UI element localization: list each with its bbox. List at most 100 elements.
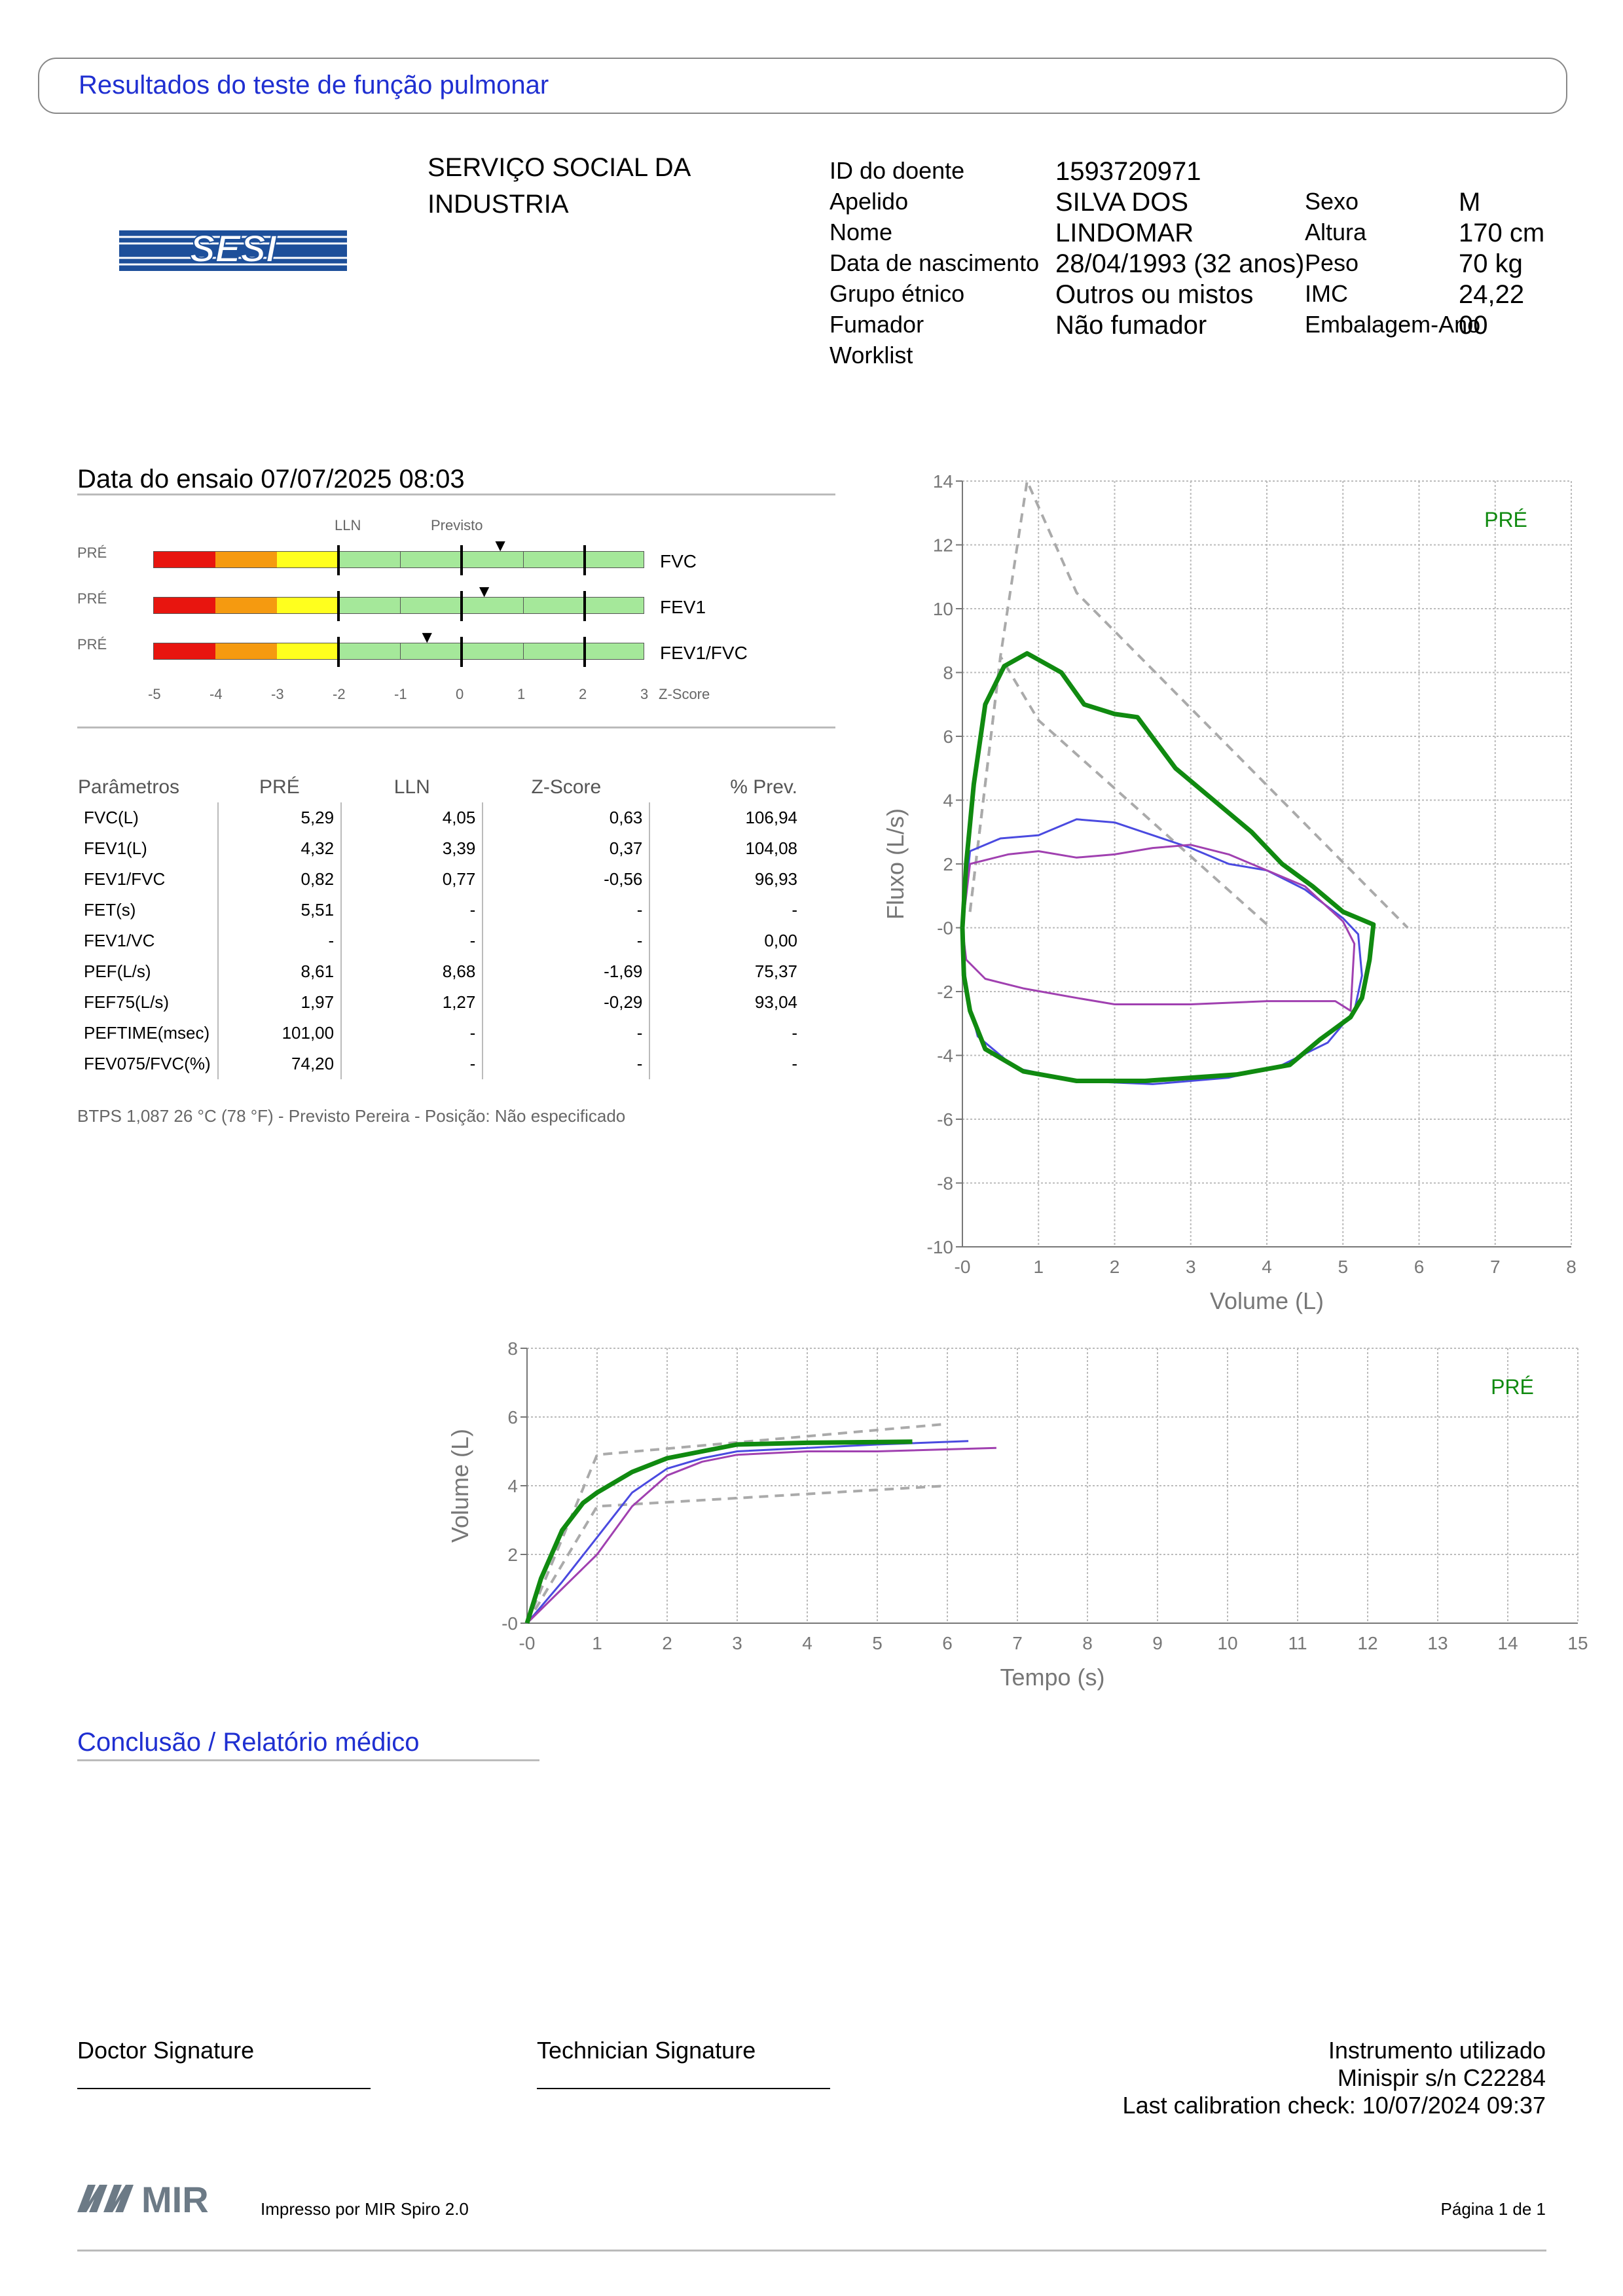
worklist-label: Worklist — [830, 342, 913, 368]
y-tick-label: 6 — [943, 726, 953, 747]
y-tick-label: -0 — [501, 1613, 518, 1634]
x-tick-label: 4 — [1262, 1257, 1272, 1277]
column-header: PRÉ — [259, 776, 300, 798]
technician-signature-label: Technician Signature — [537, 2037, 756, 2064]
zscore-tick: 2 — [579, 686, 587, 702]
x-tick-label: 11 — [1288, 1633, 1307, 1653]
x-tick-label: 3 — [1186, 1257, 1196, 1277]
parameter-value: 3,39 — [340, 833, 483, 864]
zscore-tick: 1 — [517, 686, 526, 702]
instrument-info: Instrumento utilizado Minispir s/n C2228… — [1123, 2037, 1546, 2119]
name-label: Nome — [830, 219, 893, 245]
bar-tag: PRÉ — [77, 590, 107, 607]
y-tick-label: -2 — [937, 982, 953, 1002]
zscore-tick: 3 — [640, 686, 649, 702]
doctor-signature-label: Doctor Signature — [77, 2037, 255, 2064]
table-row: FVC(L) 5,29 4,05 0,63 106,94 — [77, 802, 804, 833]
table-row: FEV1/VC - - -0,00 — [77, 925, 804, 956]
y-tick-label: 2 — [507, 1545, 518, 1565]
divider — [77, 493, 835, 495]
parameter-name: FEV075/FVC(%) — [84, 1054, 211, 1073]
parameter-value: - — [482, 925, 650, 956]
x-tick-label: -0 — [519, 1633, 536, 1653]
divider — [77, 1759, 539, 1761]
series-line-2 — [961, 818, 1363, 1085]
surname: SILVA DOS — [1055, 188, 1189, 217]
column-header: Parâmetros — [78, 776, 180, 798]
zscore-panel: LLN Previsto PRÉ ▼ FVC PRÉ ▼ FEV1 PRÉ ▼ … — [77, 511, 835, 713]
x-axis-label: Tempo (s) — [1000, 1664, 1104, 1691]
parameter-value: 104,08 — [649, 833, 804, 864]
y-tick-label: 6 — [507, 1407, 518, 1427]
surname-label: Apelido — [830, 188, 909, 215]
y-tick-label: 14 — [933, 471, 953, 492]
parameter-value: - — [340, 1018, 483, 1049]
x-tick-label: 1 — [1033, 1257, 1044, 1277]
zscore-axis-label: Z-Score — [659, 686, 710, 702]
x-tick-label: 3 — [732, 1633, 742, 1653]
parameter-value: 8,61 — [217, 956, 342, 987]
parameter-value: - — [482, 1018, 650, 1049]
zscore-bar-fvc — [153, 545, 644, 575]
parameter-value: 101,00 — [217, 1018, 342, 1049]
zscore-divider — [460, 637, 463, 667]
table-row: FEF75(L/s) 1,97 1,27 -0,29 93,04 — [77, 987, 804, 1018]
column-header: LLN — [393, 776, 430, 798]
series-line-4 — [960, 651, 1376, 1083]
y-axis-label: Fluxo (L/s) — [882, 808, 909, 920]
sesi-logo: SESI — [119, 227, 347, 271]
sex-label: Sexo — [1305, 188, 1359, 215]
zscore-divider — [400, 598, 401, 613]
conclusion-title: Conclusão / Relatório médico — [77, 1728, 420, 1757]
svg-text:SESI: SESI — [190, 230, 278, 270]
parameter-value: 96,93 — [649, 864, 804, 895]
parameter-value: 5,51 — [217, 895, 342, 925]
table-row: FEV075/FVC(%) 74,20- - - — [77, 1049, 804, 1079]
patient-id-label: ID do doente — [830, 157, 965, 184]
parameter-name: PEF(L/s) — [84, 961, 151, 981]
zscore-bar-fev1 — [153, 591, 644, 621]
x-tick-label: 1 — [592, 1633, 602, 1653]
parameter-value: - — [340, 1049, 483, 1079]
bar-tag: PRÉ — [77, 545, 107, 561]
patient-id: 1593720971 — [1055, 157, 1201, 186]
printed-by: Impresso por MIR Spiro 2.0 — [261, 2199, 469, 2219]
zscore-tick: -3 — [271, 686, 284, 702]
dob: 28/04/1993 (32 anos) — [1055, 249, 1305, 278]
parameter-value: - — [649, 1018, 804, 1049]
zscore-divider — [583, 591, 586, 621]
parameter-value: 1,27 — [340, 987, 483, 1018]
series-line-3 — [961, 844, 1356, 1012]
zscore-divider — [583, 637, 586, 667]
x-tick-label: 7 — [1490, 1257, 1501, 1277]
zscore-divider — [583, 545, 586, 575]
parameter-name: FEV1(L) — [84, 838, 147, 858]
packyears: 00 — [1459, 311, 1488, 340]
y-tick-label: -10 — [927, 1237, 953, 1257]
parameter-value: 4,05 — [340, 802, 483, 833]
test-date: Data do ensaio 07/07/2025 08:03 — [77, 465, 465, 493]
bmi-label: IMC — [1305, 280, 1348, 307]
x-tick-label: 7 — [1012, 1633, 1023, 1653]
zscore-divider — [523, 552, 524, 567]
y-tick-label: -4 — [937, 1046, 953, 1066]
y-tick-label: 12 — [933, 535, 953, 556]
y-axis-label: Volume (L) — [447, 1429, 473, 1543]
parameter-name: FVC(L) — [84, 808, 139, 827]
y-tick-label: 10 — [933, 599, 953, 619]
parameter-value: 0,63 — [482, 802, 650, 833]
table-header-row: Parâmetros PRÉ LLN Z-Score % Prev. — [77, 772, 804, 802]
zscore-tick: -1 — [394, 686, 407, 702]
x-tick-label: 8 — [1082, 1633, 1093, 1653]
x-tick-label: -0 — [955, 1257, 971, 1277]
series-line-0 — [968, 480, 1409, 929]
parameter-value: - — [340, 925, 483, 956]
parameter-value: 75,37 — [649, 956, 804, 987]
x-tick-label: 13 — [1427, 1633, 1448, 1653]
bar-name-fev1: FEV1 — [660, 597, 706, 617]
table-row: PEFTIME(msec) 101,00- - - — [77, 1018, 804, 1049]
zscore-tick: 0 — [456, 686, 464, 702]
x-tick-label: 12 — [1357, 1633, 1377, 1653]
x-tick-label: 8 — [1566, 1257, 1577, 1277]
